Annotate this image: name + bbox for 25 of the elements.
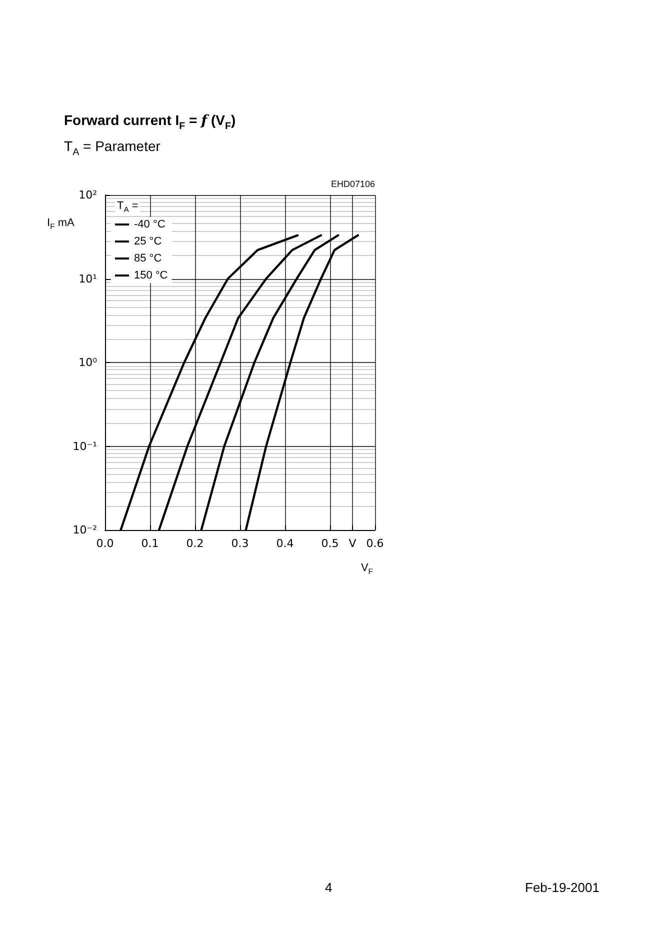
x-tick-label: 0.4 xyxy=(276,537,294,550)
x-tick-label: 0.5 xyxy=(321,537,339,550)
legend-label: 25 °C xyxy=(134,236,162,248)
x-tick-label: 0.6 xyxy=(366,537,384,550)
text: Feb-19-2001 xyxy=(525,880,600,895)
legend-label: -40 °C xyxy=(134,218,166,230)
legend-label: 85 °C xyxy=(134,252,162,264)
y-tick-label: 10⁻¹ xyxy=(72,440,97,453)
chart-title: Forward current I$_{F}$ = f (V$_{F}$) xyxy=(64,112,236,132)
text: EHD07106 xyxy=(330,179,375,189)
x-tick-label: 0.2 xyxy=(186,537,204,550)
x-tick-label: 0.0 xyxy=(96,537,114,550)
x-tick-label: 0.3 xyxy=(231,537,249,550)
chart-subtitle: T$_{A}$ = Parameter xyxy=(64,138,162,158)
y-tick-label: 10² xyxy=(78,188,97,202)
legend-title: T$_{A}$ = xyxy=(115,200,140,214)
x-tick-label: V xyxy=(348,537,357,550)
legend-label: 150 °C xyxy=(134,270,168,282)
y-tick-label: 10¹ xyxy=(78,272,97,286)
y-axis-title: I$_{F}$ mA xyxy=(47,217,74,232)
x-tick-label: 0.1 xyxy=(141,537,159,550)
x-axis-title: V$_{F}$ xyxy=(360,562,373,576)
y-tick-label: 10⁰ xyxy=(78,356,98,369)
text: 4 xyxy=(325,880,332,895)
y-tick-label: 10⁻² xyxy=(72,524,97,536)
